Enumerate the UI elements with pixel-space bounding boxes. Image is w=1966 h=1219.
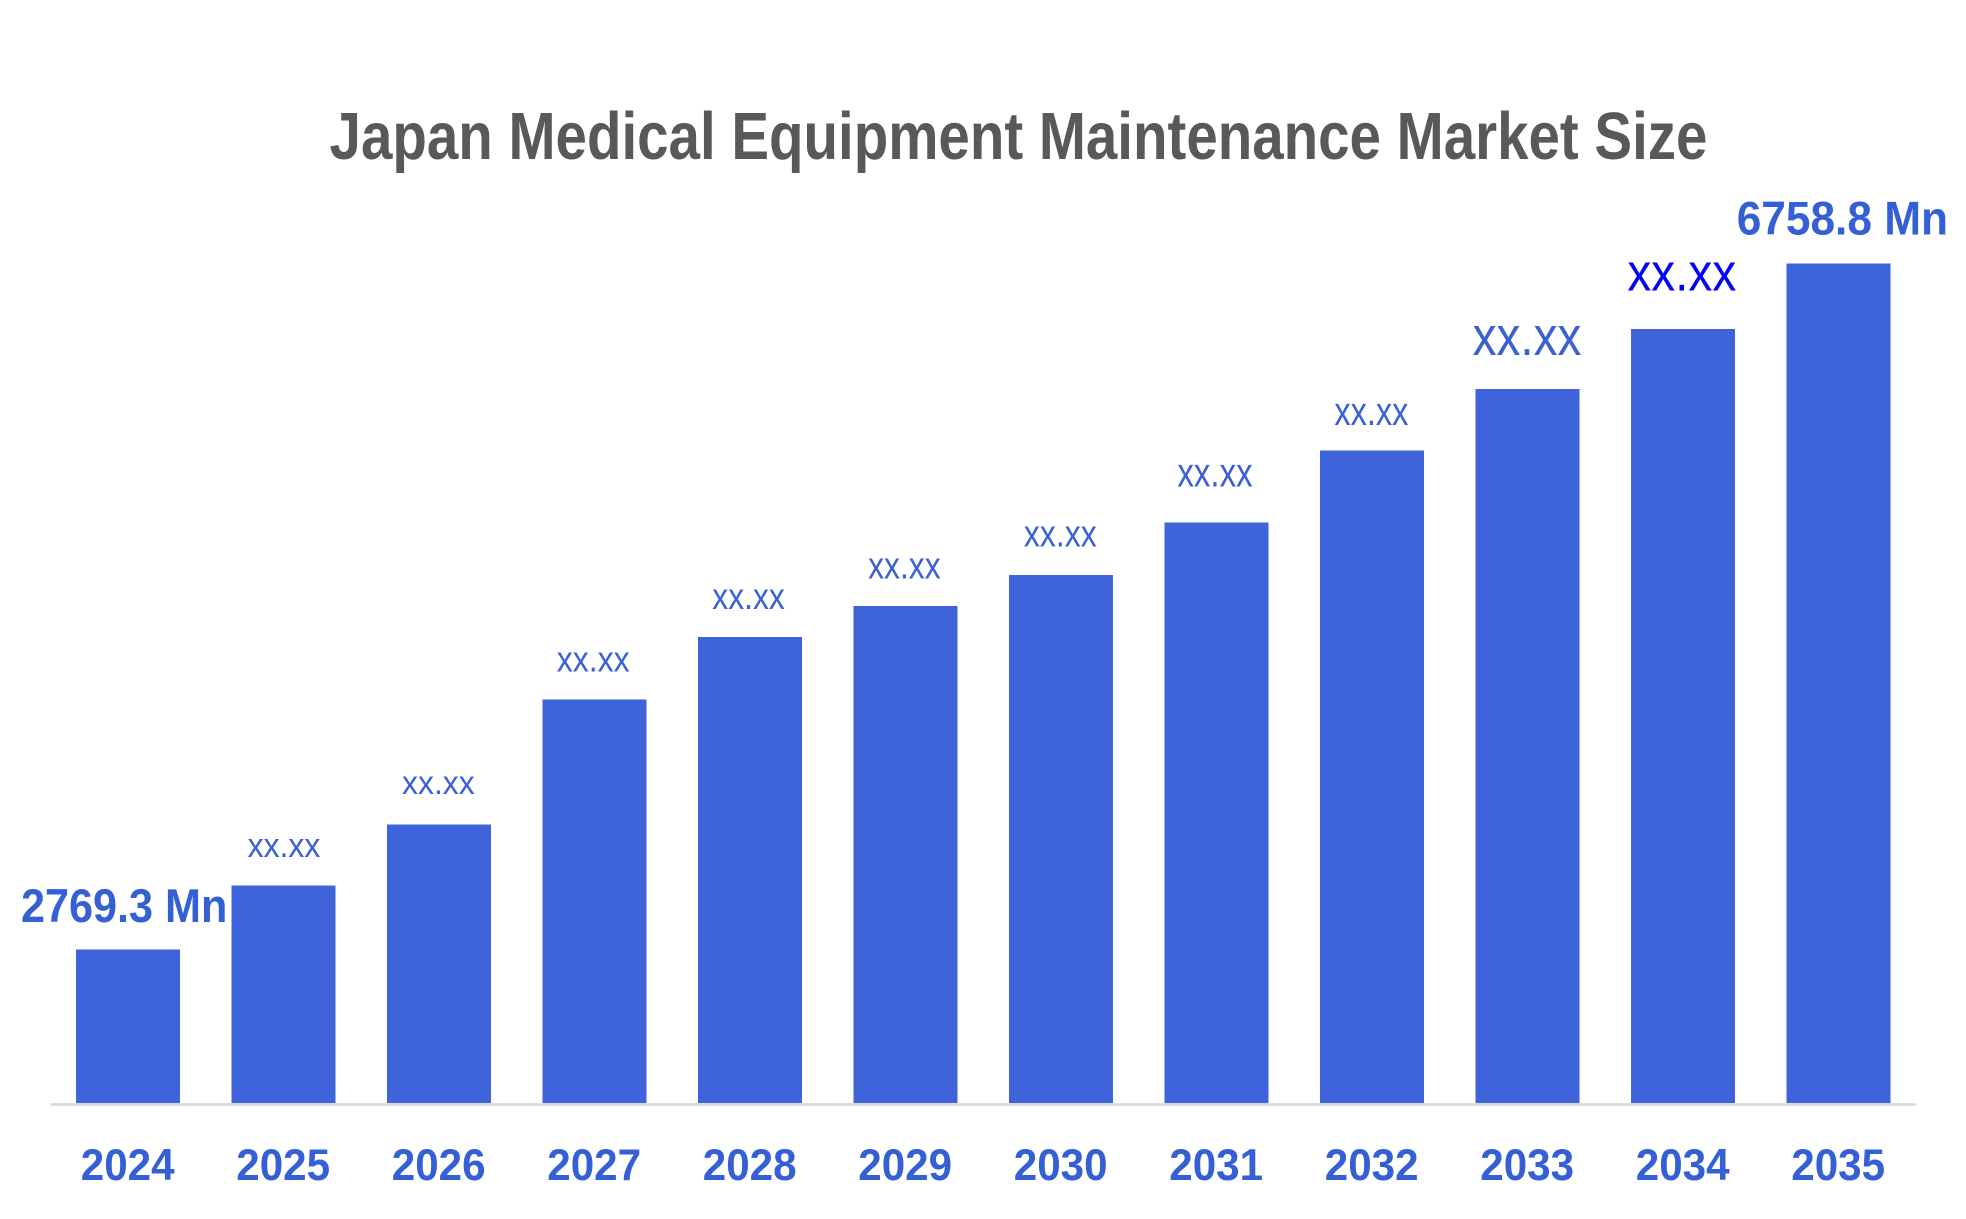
svg-text:2025: 2025 bbox=[236, 1140, 330, 1190]
svg-text:xx.xx: xx.xx bbox=[712, 575, 785, 617]
svg-text:2029: 2029 bbox=[858, 1140, 952, 1190]
svg-text:2035: 2035 bbox=[1791, 1140, 1885, 1190]
svg-text:2027: 2027 bbox=[547, 1140, 641, 1190]
svg-text:xx.xx: xx.xx bbox=[557, 638, 630, 679]
svg-text:6758.8 Mn: 6758.8 Mn bbox=[1737, 193, 1948, 246]
svg-text:xx.xx: xx.xx bbox=[1334, 390, 1408, 434]
svg-text:xx.xx: xx.xx bbox=[248, 827, 321, 865]
svg-text:Japan Medical Equipment Mainte: Japan Medical Equipment Maintenance Mark… bbox=[330, 99, 1708, 174]
svg-text:xx.xx: xx.xx bbox=[1627, 244, 1736, 303]
svg-text:xx.xx: xx.xx bbox=[1473, 305, 1582, 367]
svg-text:xx.xx: xx.xx bbox=[868, 545, 941, 587]
svg-text:2024: 2024 bbox=[81, 1140, 175, 1190]
svg-text:2028: 2028 bbox=[703, 1140, 797, 1190]
svg-text:2034: 2034 bbox=[1636, 1140, 1730, 1190]
svg-text:xx.xx: xx.xx bbox=[1177, 450, 1253, 496]
svg-text:2032: 2032 bbox=[1325, 1140, 1419, 1190]
svg-text:2769.3 Mn: 2769.3 Mn bbox=[21, 880, 227, 933]
svg-text:xx.xx: xx.xx bbox=[402, 765, 475, 802]
svg-text:2030: 2030 bbox=[1014, 1140, 1108, 1190]
svg-text:2031: 2031 bbox=[1169, 1140, 1263, 1190]
svg-text:xx.xx: xx.xx bbox=[1024, 513, 1097, 556]
svg-text:2033: 2033 bbox=[1480, 1140, 1574, 1190]
svg-text:2026: 2026 bbox=[392, 1140, 486, 1190]
